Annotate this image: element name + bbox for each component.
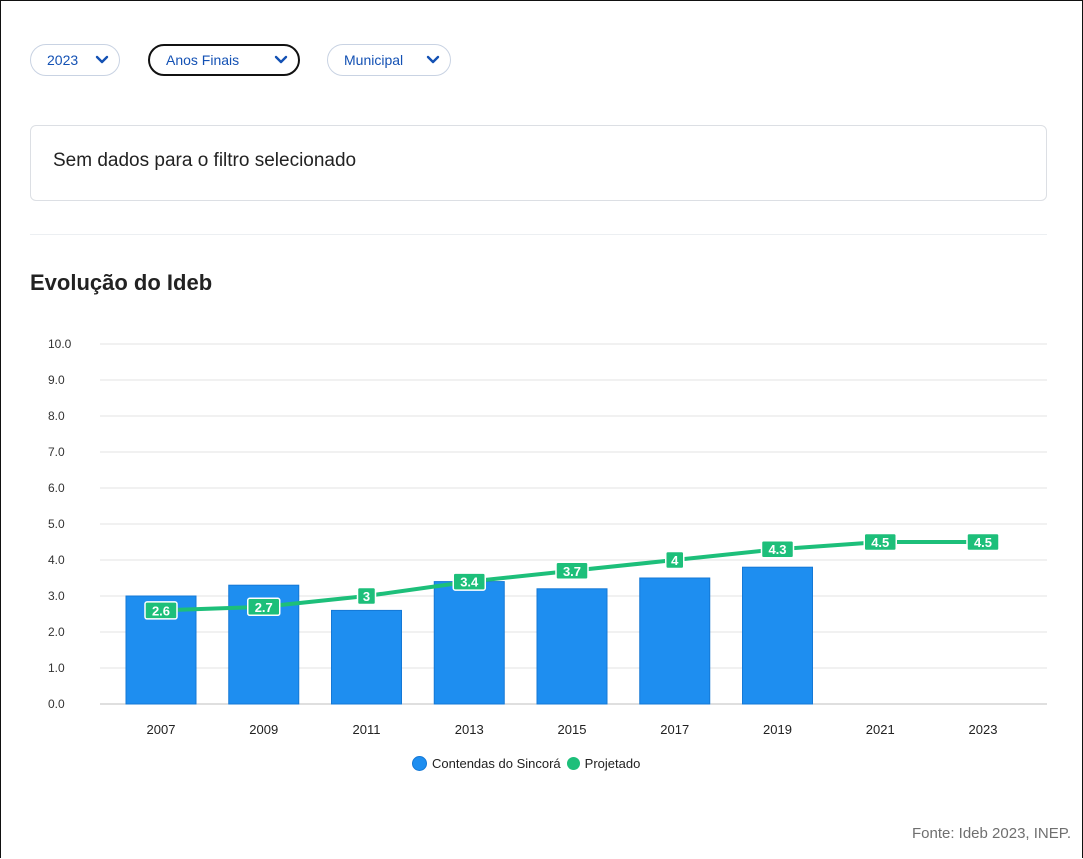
y-tick-label: 5.0 — [48, 517, 65, 531]
chevron-down-icon — [274, 55, 288, 64]
stage-select-label: Anos Finais — [166, 52, 240, 68]
ideb-chart: 0.0 1.0 2.0 3.0 4.0 5.0 6.0 7.0 8.0 9.0 10.0 2007 20… — [48, 337, 1047, 737]
y-tick-label: 1.0 — [48, 661, 65, 675]
y-tick-label: 9.0 — [48, 373, 65, 387]
projected-data-label: 3.4 — [460, 575, 479, 590]
x-tick-label: 2013 — [455, 722, 484, 737]
x-tick-label: 2015 — [558, 722, 587, 737]
year-select-label: 2023 — [47, 52, 79, 68]
bar — [125, 595, 197, 705]
projected-label-box — [356, 586, 377, 606]
projected-data-label: 2.7 — [255, 600, 273, 615]
projected-data-label: 3 — [363, 589, 370, 604]
projected-data-label: 4.5 — [974, 535, 992, 550]
section-divider — [30, 234, 1047, 235]
chart-legend: Contendas do Sincorá Projetado — [412, 756, 646, 771]
x-tick-label: 2011 — [353, 722, 381, 737]
stage-select[interactable]: Anos Finais — [148, 44, 300, 76]
bar — [331, 609, 402, 705]
y-tick-label: 0.0 — [48, 697, 65, 711]
chart-title: Evolução do Ideb — [30, 270, 213, 295]
projected-data-label: 4.3 — [768, 542, 786, 557]
projected-label-box — [760, 539, 795, 559]
bar — [742, 566, 813, 705]
x-tick-label: 2017 — [660, 722, 689, 737]
projected-label-box — [144, 601, 178, 620]
network-select[interactable]: Municipal — [327, 44, 451, 76]
y-tick-label: 8.0 — [48, 409, 65, 423]
bar — [639, 577, 711, 705]
source-note: Fonte: Ideb 2023, INEP. — [911, 825, 1071, 842]
legend-item-projected[interactable]: Projetado — [566, 756, 641, 771]
chevron-down-icon — [95, 55, 109, 64]
projected-label-box — [247, 597, 281, 617]
x-tick-label: 2007 — [147, 722, 176, 737]
projected-label-box — [665, 550, 685, 570]
y-tick-label: 4.0 — [48, 553, 65, 567]
bar — [536, 588, 608, 705]
projected-data-label: 4.5 — [871, 535, 889, 550]
network-select-label: Municipal — [344, 52, 404, 68]
x-tick-label: 2019 — [763, 722, 792, 737]
chevron-down-icon — [426, 55, 440, 64]
y-tick-label: 2.0 — [48, 625, 65, 639]
y-tick-label: 3.0 — [48, 589, 65, 603]
x-tick-label: 2009 — [249, 722, 278, 737]
bar — [433, 581, 505, 705]
projected-label-box — [452, 572, 486, 591]
projected-data-label: 2.6 — [152, 603, 170, 618]
legend-label-municipality: Contendas do Sincorá — [432, 756, 561, 771]
y-tick-label: 6.0 — [48, 481, 65, 495]
no-data-notice: Sem dados para o filtro selecionado — [30, 125, 1047, 201]
projected-label-box — [966, 532, 1000, 552]
legend-dot-line — [566, 757, 580, 770]
x-tick-label: 2021 — [866, 722, 895, 737]
projected-label-box — [555, 561, 589, 581]
legend-item-municipality[interactable]: Contendas do Sincorá — [412, 756, 561, 771]
y-tick-label: 10.0 — [48, 337, 72, 351]
no-data-text: Sem dados para o filtro selecionado — [53, 150, 357, 171]
year-select[interactable]: 2023 — [30, 44, 120, 76]
legend-label-projected: Projetado — [584, 756, 641, 771]
projected-data-label: 3.7 — [563, 564, 581, 579]
projected-data-label: 4 — [671, 553, 679, 568]
projected-label-box — [863, 532, 897, 552]
legend-dot-bar — [412, 756, 427, 771]
x-tick-label: 2023 — [969, 722, 998, 737]
y-tick-label: 7.0 — [48, 445, 65, 459]
